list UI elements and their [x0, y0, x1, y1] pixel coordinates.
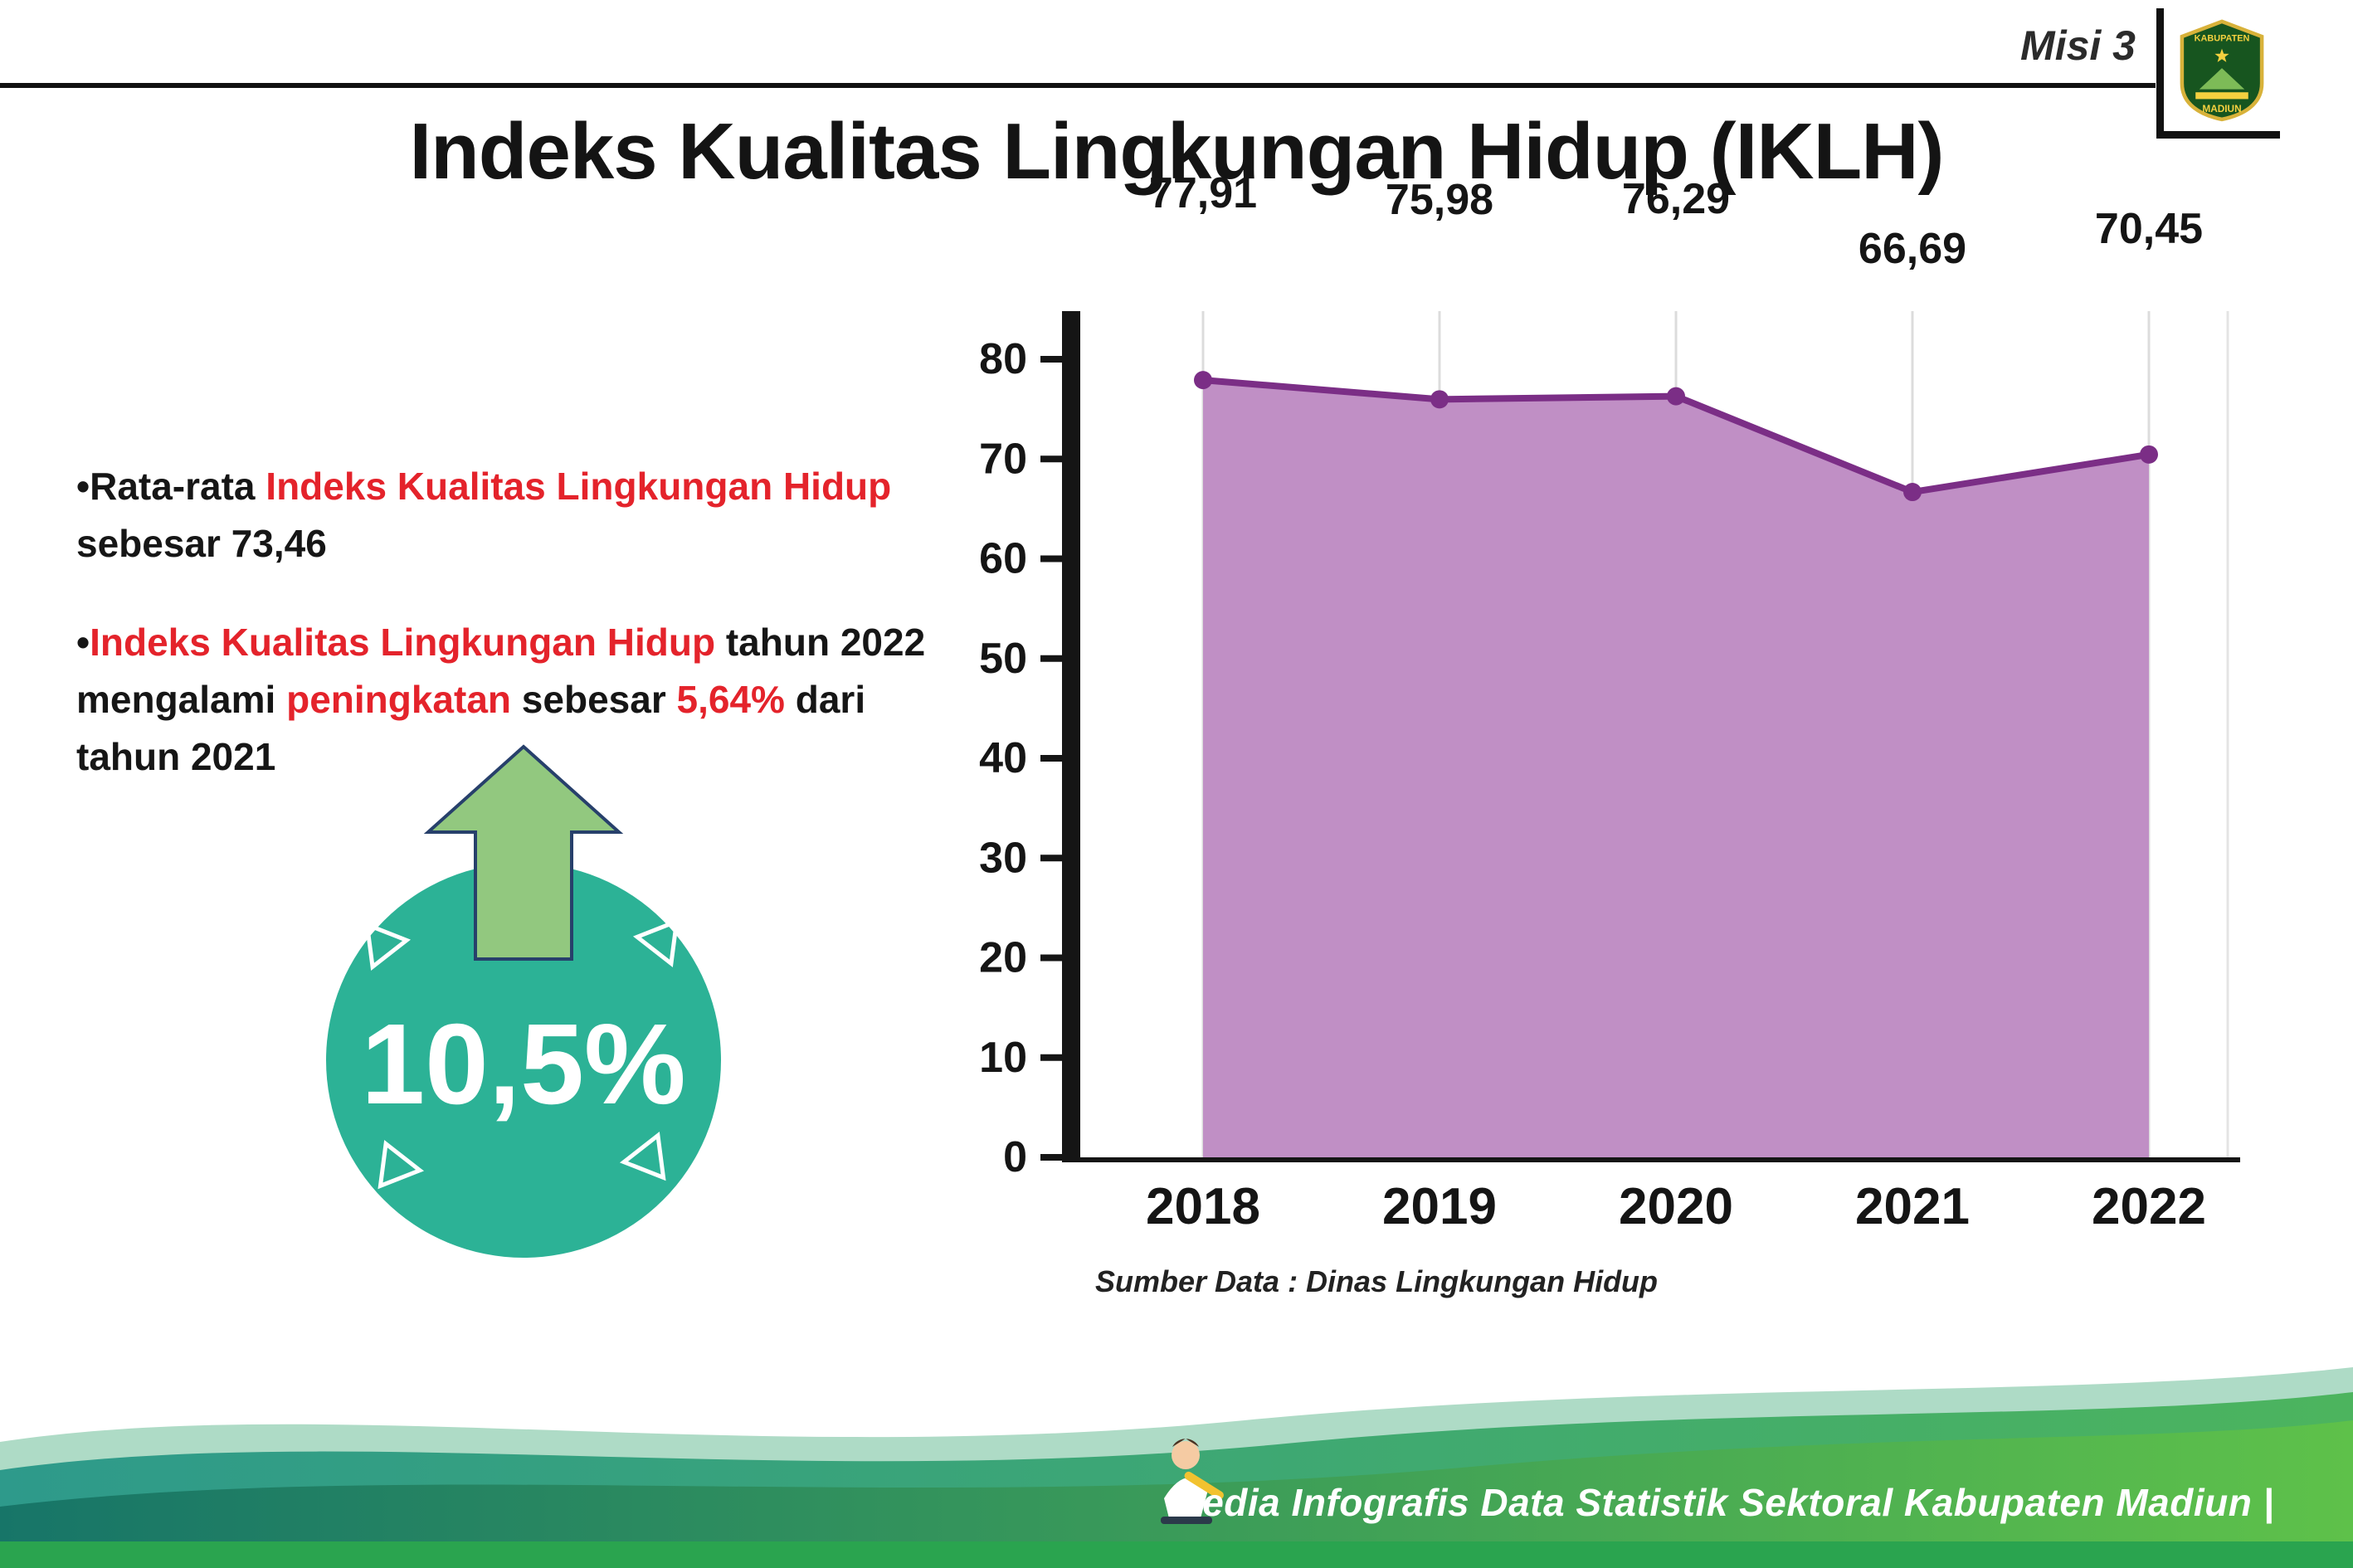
text-segment: peningkatan [286, 678, 512, 721]
iklh-area-chart: 0 10 20 30 40 50 60 70 80 2018 2019 2020 2021 2022 77,… [979, 158, 2282, 1261]
y-tick [1040, 356, 1062, 363]
y-tick-label: 70 [979, 435, 1027, 483]
data-point [1430, 390, 1449, 409]
bullet-increase-2022: •Indeks Kualitas Lingkungan Hidup tahun … [76, 614, 943, 786]
text-segment: sebesar 73,46 [76, 522, 327, 565]
x-axis-label: 2019 [1382, 1178, 1497, 1235]
text-segment: sebesar [511, 678, 677, 721]
y-tick [1040, 755, 1062, 762]
footer-caption: Media Infografis Data Statistik Sektoral… [1170, 1481, 2274, 1524]
data-point [1194, 371, 1212, 390]
y-tick-label: 40 [979, 734, 1027, 782]
text-segment: • [76, 621, 90, 664]
mountain-icon [2199, 68, 2245, 90]
kabupaten-madiun-logo: KABUPATEN MADIUN [2156, 8, 2280, 139]
y-tick [1040, 954, 1062, 962]
y-tick-label: 10 [979, 1034, 1027, 1082]
area-fill [1203, 380, 2149, 1157]
y-tick [1040, 555, 1062, 562]
crest-icon: KABUPATEN MADIUN [2180, 19, 2264, 122]
logo-top-text: KABUPATEN [2195, 34, 2250, 44]
badge-triangle-decorations [364, 918, 680, 1190]
text-segment: •Rata-rata [76, 465, 266, 508]
up-arrow-icon [423, 744, 624, 961]
text-segment: Indeks Kualitas Lingkungan Hidup [266, 465, 892, 508]
star-icon [2214, 48, 2229, 62]
x-axis-label: 2020 [1619, 1178, 1733, 1235]
text-segment: tahun 2022 mengalami [76, 621, 926, 721]
value-label: 77,91 [1149, 169, 1257, 217]
misi-label: Misi 3 [2020, 22, 2136, 69]
value-label: 66,69 [1859, 225, 1966, 273]
y-tick-label: 0 [1003, 1133, 1027, 1181]
x-axis-label: 2018 [1146, 1178, 1260, 1235]
text-segment: dari tahun 2021 [76, 678, 866, 778]
x-axis-label: 2022 [2092, 1178, 2206, 1235]
logo-bottom-text: MADIUN [2202, 103, 2241, 114]
increase-badge: 10,5% [305, 728, 745, 1276]
bullet-average-iklh: •Rata-rata Indeks Kualitas Lingkungan Hi… [76, 458, 943, 572]
data-point [2140, 445, 2158, 464]
data-point [1667, 387, 1685, 406]
y-tick-label: 60 [979, 535, 1027, 583]
source-note: Sumber Data : Dinas Lingkungan Hidup [1095, 1264, 1659, 1298]
y-axis [1062, 311, 1080, 1162]
value-label: 70,45 [2095, 205, 2203, 253]
data-point [1903, 483, 1922, 502]
y-tick [1040, 855, 1062, 862]
footer-waves [0, 1367, 2353, 1568]
y-tick [1040, 655, 1062, 662]
badge-value: 10,5% [361, 1001, 685, 1128]
y-tick [1040, 1154, 1062, 1161]
y-tick [1040, 455, 1062, 463]
chart-canvas: 0 10 20 30 40 50 60 70 80 2018 2019 2020 2021 2022 77,… [979, 169, 2240, 1235]
bullet-list: •Rata-rata Indeks Kualitas Lingkungan Hi… [76, 458, 943, 827]
x-axis-label: 2021 [1855, 1178, 1970, 1235]
header-rule [0, 83, 2156, 88]
page-title: Indeks Kualitas Lingkungan Hidup (IKLH) [409, 107, 1944, 196]
y-tick-label: 20 [979, 934, 1027, 982]
x-axis [1062, 1157, 2240, 1162]
badge-circle [326, 863, 721, 1258]
text-segment: Indeks Kualitas Lingkungan Hidup [90, 621, 716, 664]
y-tick-label: 80 [979, 335, 1027, 383]
y-tick [1040, 1054, 1062, 1061]
wave-bottom-strip [0, 1541, 2353, 1568]
y-tick-label: 30 [979, 834, 1027, 882]
value-label: 75,98 [1386, 176, 1493, 224]
text-segment: 5,64% [676, 678, 785, 721]
mascot-icon [1161, 1439, 1224, 1524]
value-label: 76,29 [1622, 175, 1730, 223]
y-tick-label: 50 [979, 635, 1027, 683]
